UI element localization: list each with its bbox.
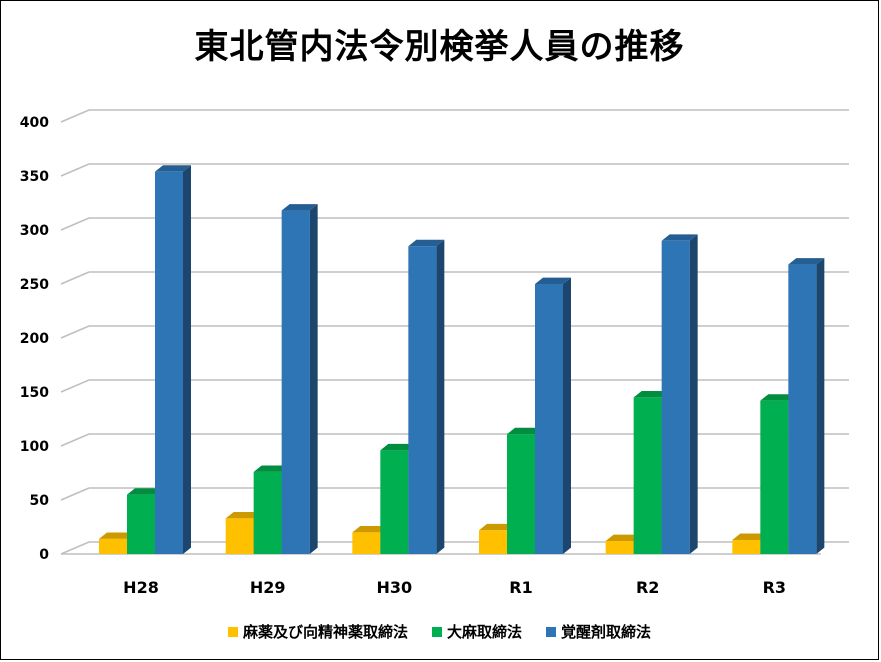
- gridline-side: [60, 109, 90, 123]
- gridline-side: [60, 217, 90, 231]
- chart-legend: 麻薬及び向精神薬取締法 大麻取締法 覚醒剤取締法: [1, 621, 878, 642]
- bar-chart-plot: 0 50 100 150 200 250 300 350 400 H28 H29 H30 R1 R2 R3: [20, 109, 849, 597]
- bar-top: [99, 532, 135, 539]
- y-tick-label: 350: [20, 169, 49, 185]
- bar-top: [479, 523, 515, 531]
- bar-top: [281, 204, 318, 211]
- bar-side: [563, 277, 571, 554]
- legend-label: 大麻取締法: [446, 623, 522, 641]
- y-tick-label: 200: [20, 331, 49, 347]
- gridline-side: [60, 325, 90, 339]
- bar: [661, 240, 690, 555]
- bar-top: [535, 277, 571, 284]
- x-tick-label: R1: [509, 578, 532, 597]
- y-tick-label: 150: [20, 385, 49, 401]
- legend-swatch: [431, 626, 442, 637]
- legend-item: 大麻取締法: [431, 621, 522, 642]
- gridline-side: [60, 487, 90, 501]
- x-tick-label: R3: [763, 578, 786, 597]
- bar: [155, 171, 183, 554]
- legend-label: 覚醒剤取締法: [561, 623, 652, 641]
- x-tick-label: R2: [636, 578, 659, 597]
- bar-side: [183, 165, 191, 554]
- gridline-side: [60, 163, 90, 177]
- bar-top: [408, 239, 445, 247]
- bar: [127, 494, 155, 554]
- y-tick-label: 300: [20, 223, 49, 239]
- bar: [408, 246, 437, 554]
- bar: [225, 518, 254, 554]
- legend-item: 覚醒剤取締法: [546, 621, 651, 642]
- bar-top: [633, 391, 670, 398]
- bar-top: [127, 488, 163, 495]
- bar-top: [253, 465, 290, 472]
- gridline-side: [60, 271, 90, 285]
- bar-side: [816, 258, 825, 554]
- y-tick-label: 50: [30, 493, 50, 509]
- bar-top: [352, 526, 389, 533]
- bar: [760, 400, 789, 554]
- bar-top: [380, 443, 417, 451]
- bar: [633, 397, 662, 554]
- y-tick-label: 400: [20, 115, 49, 131]
- gridline-side: [60, 433, 90, 447]
- bar-top: [605, 534, 642, 542]
- legend-label: 麻薬及び向精神薬取締法: [242, 623, 408, 641]
- x-tick-label: H29: [250, 578, 286, 597]
- bar: [732, 539, 761, 554]
- x-tick-label: H30: [377, 578, 413, 597]
- y-tick-label: 250: [20, 277, 49, 293]
- bar-top: [760, 394, 797, 401]
- bar: [605, 541, 634, 554]
- bar-top: [732, 533, 769, 540]
- bar-top: [225, 511, 262, 519]
- legend-swatch: [227, 626, 238, 637]
- bar-side: [689, 234, 698, 554]
- y-tick-label: 0: [39, 547, 49, 563]
- bar: [788, 264, 817, 554]
- bar: [281, 210, 310, 554]
- legend-item: 麻薬及び向精神薬取締法: [227, 621, 408, 642]
- x-tick-label: H28: [123, 578, 159, 597]
- bar-top: [507, 427, 543, 435]
- bar-top: [155, 165, 191, 172]
- legend-swatch: [546, 626, 556, 637]
- bar: [507, 434, 535, 554]
- y-tick-label: 100: [20, 439, 49, 455]
- bar: [479, 530, 507, 554]
- gridline-side: [60, 541, 90, 555]
- bar: [99, 538, 127, 554]
- bar-side: [309, 204, 318, 554]
- chart-title: 東北管内法令別検挙人員の推移: [194, 27, 685, 67]
- bar: [352, 532, 381, 554]
- bar: [535, 284, 563, 554]
- bar-side: [436, 239, 445, 555]
- bar-top: [788, 258, 825, 265]
- bar: [380, 450, 409, 554]
- gridline-side: [60, 379, 90, 393]
- bar: [253, 471, 282, 554]
- bar-top: [661, 234, 698, 241]
